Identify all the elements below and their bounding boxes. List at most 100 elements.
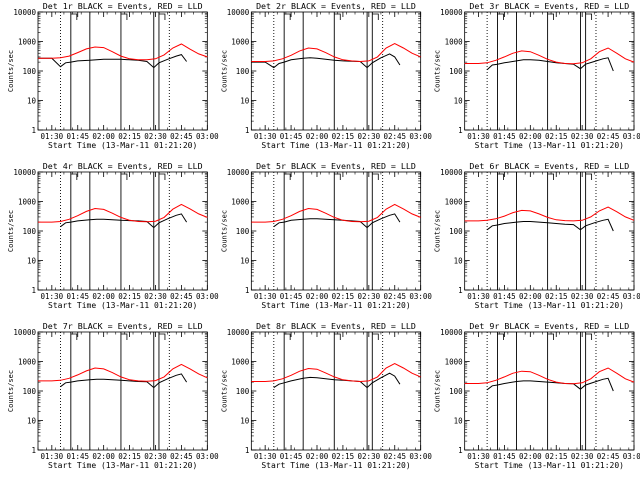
y-tick-label: 1	[31, 126, 36, 135]
x-tick-label: 01:30	[254, 452, 277, 461]
panel-4: Det 4r BLACK = Events, RED = LLD 1 10 100 10…	[7, 161, 219, 310]
x-tick-label: 02:45	[383, 452, 406, 461]
y-axis-label: Counts/sec	[220, 50, 228, 92]
flag-marker	[158, 333, 166, 340]
x-tick-label: 02:45	[597, 132, 620, 141]
flag-marker	[120, 13, 128, 20]
y-tick-label: 10	[454, 97, 464, 106]
flag-marker	[372, 173, 379, 180]
plot-frame	[250, 331, 422, 451]
y-axis-label: Counts/sec	[434, 210, 442, 252]
series-events-line	[251, 53, 401, 69]
flag-marker	[372, 333, 379, 340]
y-tick-label: 1000	[18, 358, 37, 367]
y-tick-label: 1	[458, 286, 463, 295]
y-tick-label: 10000	[227, 168, 250, 177]
x-tick-label: 02:00	[519, 452, 542, 461]
plot-frame	[464, 11, 635, 131]
x-tick-label: 01:45	[66, 452, 89, 461]
x-axis-label: Start Time (13-Mar-11 01:21:20)	[48, 141, 197, 150]
x-tick-label: 01:45	[493, 292, 516, 301]
x-tick-label: 02:45	[170, 452, 193, 461]
y-tick-label: 10	[454, 417, 464, 426]
x-tick-label: 02:30	[571, 452, 594, 461]
series-events-line	[38, 54, 187, 69]
panel-9: Det 9r BLACK = Events, RED = LLD 1 10 100 10…	[434, 321, 640, 470]
x-tick-label: 01:45	[493, 452, 516, 461]
x-tick-label: 01:45	[66, 292, 89, 301]
x-tick-label: 02:00	[92, 132, 115, 141]
series-lld-line	[38, 363, 208, 382]
x-tick-label: 02:00	[306, 132, 329, 141]
x-axis-label: Start Time (13-Mar-11 01:21:20)	[261, 301, 410, 310]
panel-title: Det 3r BLACK = Events, RED = LLD	[469, 1, 629, 11]
x-tick-label: 03:00	[623, 132, 640, 141]
plot-frame	[250, 171, 422, 291]
y-tick-label: 10000	[440, 328, 463, 337]
flag-marker	[585, 13, 593, 20]
flag-marker	[284, 333, 291, 340]
flag-marker	[284, 173, 291, 180]
x-tick-label: 02:45	[383, 292, 406, 301]
series-lld-line	[464, 206, 635, 222]
panel-title: Det 8r BLACK = Events, RED = LLD	[256, 321, 416, 331]
panel-8: Det 8r BLACK = Events, RED = LLD 1 10 100 10…	[220, 321, 432, 470]
flag-marker	[497, 333, 504, 340]
x-tick-label: 01:45	[493, 132, 516, 141]
y-tick-label: 10000	[13, 8, 36, 17]
flag-marker	[497, 173, 504, 180]
x-tick-label: 01:30	[254, 132, 277, 141]
flag-marker	[120, 333, 128, 340]
y-tick-label: 100	[22, 67, 36, 76]
x-tick-label: 02:30	[144, 132, 167, 141]
series-events-line	[486, 218, 614, 232]
x-tick-label: 02:30	[144, 292, 167, 301]
y-axis-label: Counts/sec	[434, 50, 442, 92]
panel-6: Det 6r BLACK = Events, RED = LLD 1 10 100 10…	[434, 161, 640, 310]
y-tick-label: 100	[449, 67, 463, 76]
y-axis-label: Counts/sec	[7, 210, 15, 252]
y-tick-label: 100	[236, 227, 250, 236]
x-tick-label: 02:30	[571, 132, 594, 141]
x-tick-label: 02:30	[358, 132, 381, 141]
y-tick-label: 1	[31, 286, 36, 295]
y-tick-label: 1000	[231, 198, 250, 207]
x-tick-label: 03:00	[196, 292, 219, 301]
panel-5: Det 5r BLACK = Events, RED = LLD 1 10 100 10…	[220, 161, 432, 310]
x-axis-label: Start Time (13-Mar-11 01:21:20)	[48, 301, 197, 310]
y-tick-label: 1000	[231, 38, 250, 47]
x-tick-label: 03:00	[623, 292, 640, 301]
x-tick-label: 02:45	[597, 292, 620, 301]
x-tick-label: 01:45	[280, 132, 303, 141]
panel-title: Det 1r BLACK = Events, RED = LLD	[43, 1, 203, 11]
x-tick-label: 02:00	[519, 292, 542, 301]
flag-marker	[70, 333, 78, 340]
panel-title: Det 9r BLACK = Events, RED = LLD	[469, 321, 629, 331]
x-tick-label: 03:00	[409, 132, 432, 141]
x-axis-label: Start Time (13-Mar-11 01:21:20)	[261, 141, 410, 150]
x-tick-label: 01:45	[66, 132, 89, 141]
series-lld-line	[38, 43, 208, 61]
x-tick-label: 02:00	[306, 452, 329, 461]
x-tick-label: 02:15	[332, 452, 355, 461]
y-tick-label: 10	[240, 97, 250, 106]
y-tick-label: 10	[454, 257, 464, 266]
y-tick-label: 1000	[18, 198, 37, 207]
y-tick-label: 10000	[13, 168, 36, 177]
x-tick-label: 01:45	[280, 452, 303, 461]
plot-frame	[37, 11, 208, 131]
flag-marker	[334, 173, 341, 180]
y-tick-label: 1	[458, 126, 463, 135]
series-events-line	[486, 377, 614, 392]
y-tick-label: 100	[449, 227, 463, 236]
x-tick-label: 02:30	[144, 452, 167, 461]
x-axis-label: Start Time (13-Mar-11 01:21:20)	[475, 301, 624, 310]
flag-marker	[334, 333, 341, 340]
flag-marker	[158, 173, 166, 180]
x-tick-label: 02:15	[118, 132, 141, 141]
flag-marker	[158, 13, 166, 20]
series-events-line	[273, 213, 401, 229]
x-axis-label: Start Time (13-Mar-11 01:21:20)	[475, 461, 624, 470]
panel-7: Det 7r BLACK = Events, RED = LLD 1 10 100 10…	[7, 321, 219, 470]
x-tick-label: 01:30	[467, 132, 490, 141]
